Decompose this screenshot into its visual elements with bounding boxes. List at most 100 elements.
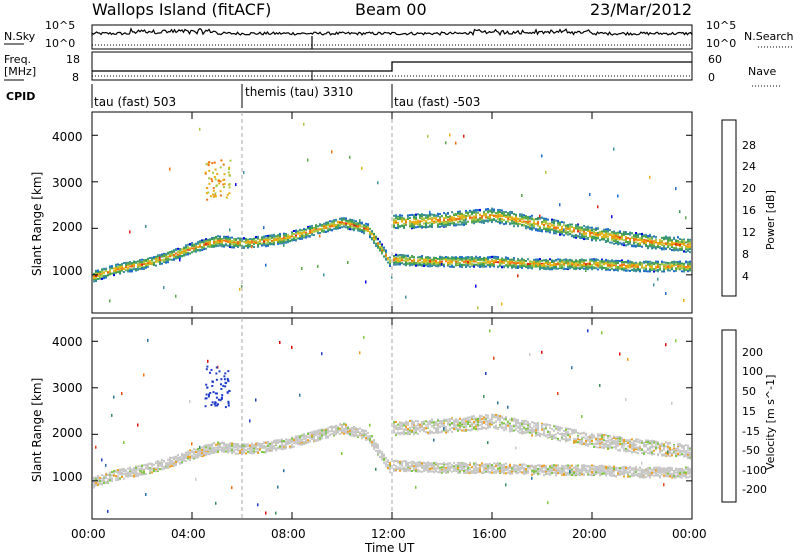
echo-cell — [249, 444, 251, 446]
echo-cell — [467, 261, 469, 263]
echo-cell — [509, 263, 511, 265]
echo-cell — [337, 225, 339, 227]
echo-cell — [395, 254, 397, 256]
echo-cell — [523, 265, 525, 267]
echo-cell — [159, 461, 161, 463]
echo-cell — [559, 231, 561, 233]
echo-cell — [137, 475, 139, 477]
echo-cell — [503, 214, 505, 216]
echo-cell — [431, 261, 433, 263]
echo-cell — [455, 218, 457, 220]
echo-cell — [551, 267, 553, 269]
echo-cell — [329, 223, 331, 225]
echo-cell — [497, 256, 499, 258]
echo-cell — [601, 261, 603, 263]
echo-cell — [235, 243, 237, 245]
echo-cell — [489, 266, 491, 268]
echo-cell — [153, 262, 155, 264]
echo-cell — [629, 243, 631, 245]
echo-cell — [205, 243, 207, 245]
echo-cell — [177, 454, 179, 456]
echo-cell — [425, 215, 427, 217]
echo-cell — [637, 263, 639, 265]
echo-cell — [109, 479, 111, 481]
echo-cell — [613, 238, 615, 240]
echo-cell — [163, 468, 165, 470]
echo-cell — [393, 215, 395, 217]
echo-cell — [271, 237, 273, 239]
echo-cell — [133, 475, 135, 477]
echo-cell — [677, 236, 679, 238]
echo-cell — [195, 248, 197, 250]
echo-cell — [497, 218, 499, 220]
echo-cell — [345, 223, 347, 225]
echo-cell — [203, 248, 205, 250]
echo-cell — [465, 215, 467, 217]
echo-cell — [249, 242, 251, 244]
echo-cell — [577, 267, 579, 269]
echo-cell — [669, 244, 671, 246]
echo-cell — [135, 467, 137, 469]
echo-cell — [151, 259, 153, 261]
echo-cell — [175, 461, 177, 463]
echo-cell — [665, 262, 667, 264]
echo-cell — [161, 259, 163, 261]
echo-cell — [237, 242, 239, 244]
echo-cell — [615, 235, 617, 237]
echo-cell — [215, 447, 217, 449]
echo-cell — [191, 247, 193, 249]
echo-cell — [179, 458, 181, 460]
echo-cell — [311, 225, 313, 227]
echo-cell — [173, 461, 175, 463]
echo-cell — [483, 263, 485, 265]
echo-cell — [453, 223, 455, 225]
echo-cell — [671, 239, 673, 241]
echo-cell — [319, 223, 321, 225]
echo-cell — [439, 213, 441, 215]
echo-cell — [155, 462, 157, 464]
echo-cell — [215, 241, 217, 243]
echo-cell — [295, 239, 297, 241]
echo-cell — [361, 229, 363, 231]
echo-cell — [569, 262, 571, 264]
echo-cell — [677, 240, 679, 242]
echo-cell — [113, 274, 115, 276]
echo-cell — [459, 258, 461, 260]
echo-cell — [277, 243, 279, 245]
echo-cell — [587, 263, 589, 265]
echo-cell — [277, 241, 279, 243]
echo-cell — [401, 219, 403, 221]
echo-cell — [419, 217, 421, 219]
echo-cell — [469, 263, 471, 265]
echo-cell — [533, 261, 535, 263]
echo-cell — [315, 230, 317, 232]
echo-cell — [357, 230, 359, 232]
echo-cell — [191, 456, 193, 458]
echo-cell — [597, 232, 599, 234]
echo-cell — [305, 232, 307, 234]
echo-cell — [301, 235, 303, 237]
echo-cell — [149, 463, 151, 465]
echo-cell — [155, 258, 157, 260]
burst-cell — [209, 183, 211, 185]
echo-cell — [663, 267, 665, 269]
echo-cell — [617, 261, 619, 263]
scatter-cell — [229, 228, 231, 231]
echo-cell — [303, 235, 305, 237]
echo-cell — [95, 277, 97, 279]
echo-cell — [321, 224, 323, 226]
echo-cell — [235, 449, 237, 451]
echo-cell — [397, 263, 399, 265]
echo-cell — [269, 242, 271, 244]
echo-cell — [121, 476, 123, 478]
scatter-cell — [265, 264, 267, 267]
echo-cell — [579, 264, 581, 266]
echo-cell — [343, 226, 345, 228]
echo-cell — [373, 242, 375, 244]
echo-cell — [689, 263, 691, 265]
echo-cell — [117, 263, 119, 265]
echo-cell — [253, 243, 255, 245]
echo-cell — [371, 237, 373, 239]
echo-cell — [445, 222, 447, 224]
echo-cell — [179, 251, 181, 253]
